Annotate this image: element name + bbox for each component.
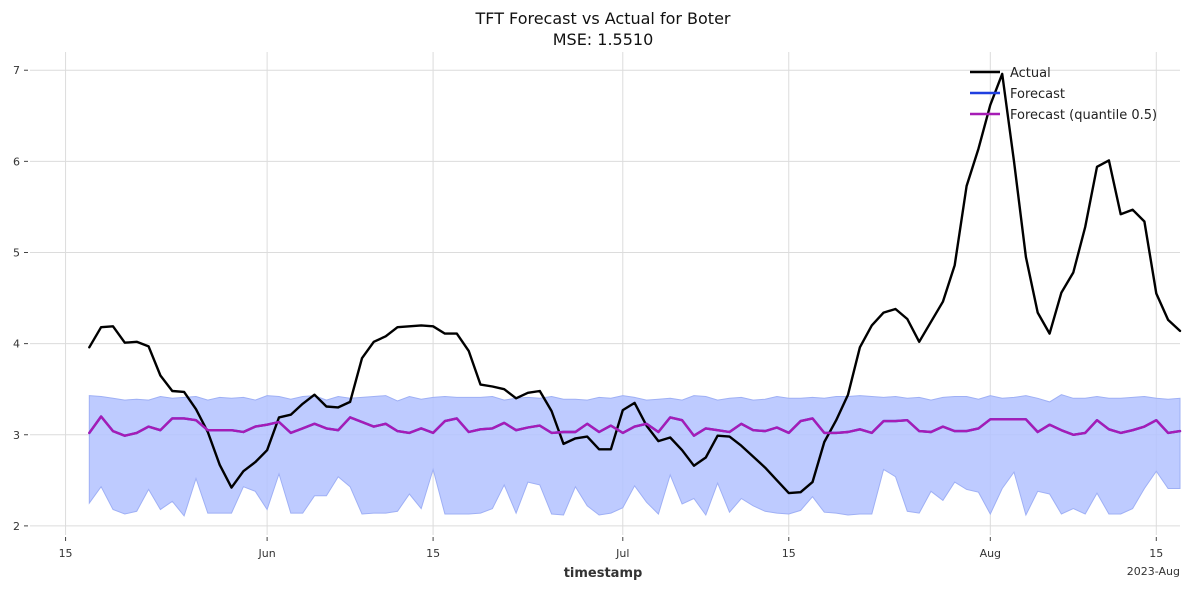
x-axis-ticks: 15 Jun 15 Jul 15 Aug 15 — [59, 537, 1163, 560]
x-axis-offset-label: 2023-Aug — [1127, 565, 1180, 578]
x-tick-label: Jun — [258, 547, 276, 560]
chart-subtitle: MSE: 1.5510 — [553, 30, 654, 49]
confidence-band-layer — [88, 394, 1181, 517]
x-tick-label: 15 — [1149, 547, 1163, 560]
x-tick-label: 15 — [782, 547, 796, 560]
y-tick-label: 7 — [13, 64, 20, 77]
series-layer — [88, 72, 1182, 495]
x-tick-label: 15 — [426, 547, 440, 560]
x-tick-label: 15 — [59, 547, 73, 560]
x-tick-label: Aug — [980, 547, 1001, 560]
y-tick-label: 4 — [13, 338, 20, 351]
y-tick-label: 2 — [13, 520, 20, 533]
confidence-band — [88, 394, 1181, 517]
legend-label-quantile: Forecast (quantile 0.5) — [1010, 108, 1157, 123]
y-tick-label: 3 — [13, 429, 20, 442]
x-tick-label: Jul — [615, 547, 629, 560]
forecast-quantile-line — [88, 415, 1182, 437]
chart-title: TFT Forecast vs Actual for Boter — [475, 9, 731, 28]
y-tick-label: 5 — [13, 246, 20, 259]
legend-label-actual: Actual — [1010, 66, 1051, 81]
legend: Actual Forecast Forecast (quantile 0.5) — [970, 66, 1157, 123]
y-tick-label: 6 — [13, 155, 20, 168]
x-axis-label: timestamp — [564, 566, 643, 581]
actual-line — [88, 72, 1182, 495]
legend-label-forecast: Forecast — [1010, 87, 1065, 102]
y-axis-ticks: 2 3 4 5 6 7 — [13, 64, 28, 533]
